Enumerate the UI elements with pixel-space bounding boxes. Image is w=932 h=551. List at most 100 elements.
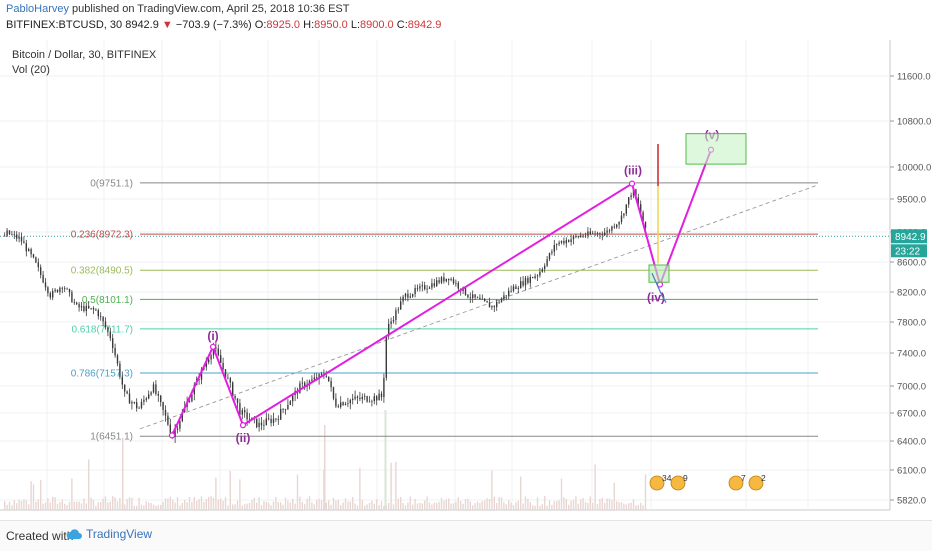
volume-bar: [608, 498, 611, 510]
candle-body: [344, 403, 347, 406]
volume-bar: [23, 499, 25, 510]
candle-body: [92, 307, 95, 310]
volume-bar: [136, 505, 138, 510]
volume-bar: [565, 498, 567, 510]
volume-bar: [217, 499, 219, 510]
volume-bar: [8, 501, 11, 510]
candle-body: [71, 292, 73, 303]
candle-body: [176, 428, 179, 430]
news-event-icon: [649, 475, 665, 491]
footer-bar: Created with TradingView: [0, 520, 932, 551]
candle-body: [169, 424, 171, 433]
candle-body: [220, 355, 222, 364]
open-label: O:: [254, 19, 267, 31]
candle-body: [642, 212, 644, 222]
volume-bar: [320, 500, 323, 510]
candle-body: [474, 294, 476, 298]
volume-bar: [580, 499, 582, 510]
volume-bar: [25, 500, 27, 510]
volume-bar: [431, 504, 433, 510]
symbol-label: BITFINEX:BTCUSD, 30: [6, 19, 123, 31]
candle-body: [88, 305, 90, 309]
quote-line: BITFINEX:BTCUSD, 30 8942.9 ▼ −703.9 (−7.…: [6, 19, 441, 31]
volume-bar: [371, 500, 373, 510]
candle-body: [577, 236, 579, 238]
volume-indicator-label: Vol (20): [12, 64, 50, 76]
candle-body: [390, 321, 392, 324]
fib-level-label: 0(9751.1): [90, 178, 133, 189]
candle-body: [85, 305, 87, 312]
volume-bar: [496, 502, 498, 510]
volume-bar: [421, 503, 423, 510]
candle-body: [56, 289, 59, 292]
candle-body: [469, 297, 471, 299]
candle-body: [4, 235, 6, 237]
volume-bar: [100, 502, 102, 510]
candle-body: [289, 401, 291, 405]
author-link[interactable]: PabloHarvey: [6, 3, 69, 15]
candle-body: [582, 235, 584, 237]
candle-body: [20, 237, 23, 242]
volume-bar: [572, 500, 575, 510]
last-price: 8942.9: [125, 19, 159, 31]
volume-bar: [18, 499, 20, 510]
volume-bar: [256, 502, 258, 510]
candle-body: [126, 391, 128, 394]
volume-bar: [162, 501, 164, 510]
tradingview-brand[interactable]: TradingView: [66, 527, 152, 541]
news-event-count: 34: [662, 473, 672, 483]
created-with-label: Created with: [6, 529, 74, 543]
volume-bar: [611, 500, 613, 510]
candle-body: [421, 285, 423, 287]
volume-bar: [263, 501, 265, 510]
volume-bar: [409, 496, 411, 510]
candle-body: [366, 396, 368, 402]
wave-label: (iv): [647, 291, 665, 305]
volume-bar: [568, 504, 570, 510]
volume-bar: [366, 504, 368, 510]
volume-bar: [316, 499, 318, 510]
candle-body: [152, 384, 155, 393]
candle-body: [155, 384, 157, 394]
volume-bar: [289, 502, 291, 510]
volume-bar: [640, 502, 642, 510]
candle-body: [347, 403, 349, 405]
candle-body: [299, 383, 301, 394]
candle-body: [356, 396, 359, 398]
elliott-wave-path: [171, 149, 712, 436]
candle-body: [109, 331, 111, 339]
candle-body: [198, 378, 200, 380]
volume-bar: [359, 467, 361, 510]
volume-bar: [78, 501, 80, 510]
price-chart[interactable]: 0(9751.1) 0.236(8972.3) 0.382(8490.5) 0.5(8…: [0, 38, 932, 518]
candle-body: [179, 421, 181, 429]
candle-body: [380, 393, 383, 398]
candle-body: [486, 300, 488, 303]
volume-bar: [546, 505, 548, 510]
volume-bar: [323, 469, 325, 510]
volume-bar: [438, 501, 440, 510]
fib-level-label: 0.5(8101.1): [82, 295, 133, 306]
candle-body: [328, 376, 330, 381]
volume-bar: [520, 476, 522, 510]
candle-body: [23, 241, 25, 244]
tradingview-cloud-icon: [66, 529, 82, 539]
candle-body: [541, 269, 543, 272]
volume-bar: [28, 504, 30, 510]
candle-body: [457, 282, 459, 289]
candle-body: [42, 274, 44, 283]
candle-body: [54, 289, 56, 292]
volume-bar: [349, 501, 351, 510]
volume-bar: [280, 502, 282, 510]
candle-body: [594, 233, 596, 235]
volume-bar: [148, 502, 150, 510]
volume-bar: [644, 474, 647, 510]
volume-bar: [76, 501, 78, 510]
volume-bar: [402, 502, 404, 510]
candle-body: [236, 398, 239, 404]
candle-body: [556, 244, 558, 246]
volume-bar: [384, 410, 387, 510]
volume-bar: [368, 502, 371, 510]
volume-bar: [392, 504, 395, 510]
volume-bar: [553, 501, 555, 510]
